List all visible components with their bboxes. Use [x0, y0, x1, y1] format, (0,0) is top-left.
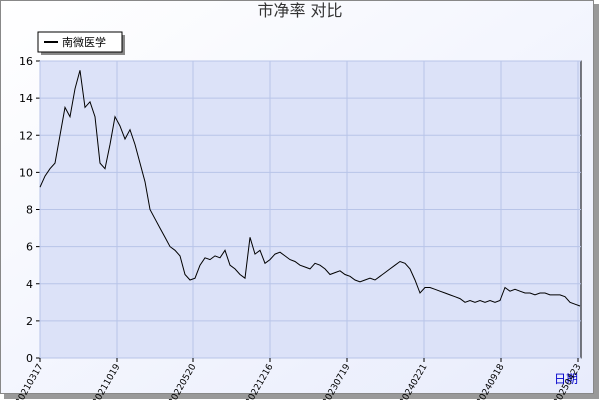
- y-tick-label: 8: [26, 204, 33, 217]
- legend-label: 南微医学: [62, 35, 106, 49]
- shadow: [594, 4, 599, 399]
- data-line: [39, 70, 581, 307]
- y-tick-label: 16: [19, 55, 33, 68]
- y-tick-label: 4: [26, 278, 33, 291]
- shadow: [4, 394, 599, 399]
- x-axis-label: 日期: [554, 372, 578, 386]
- y-tick-label: 0: [26, 352, 33, 365]
- legend: 南微医学: [37, 31, 125, 55]
- y-tick-label: 10: [19, 166, 33, 179]
- y-tick-label: 12: [19, 129, 33, 142]
- y-tick-label: 6: [26, 241, 33, 254]
- y-tick-label: 2: [26, 315, 33, 328]
- legend-box: [37, 31, 123, 53]
- chart-title: 市净率 对比: [257, 1, 342, 20]
- y-tick-label: 14: [19, 92, 33, 105]
